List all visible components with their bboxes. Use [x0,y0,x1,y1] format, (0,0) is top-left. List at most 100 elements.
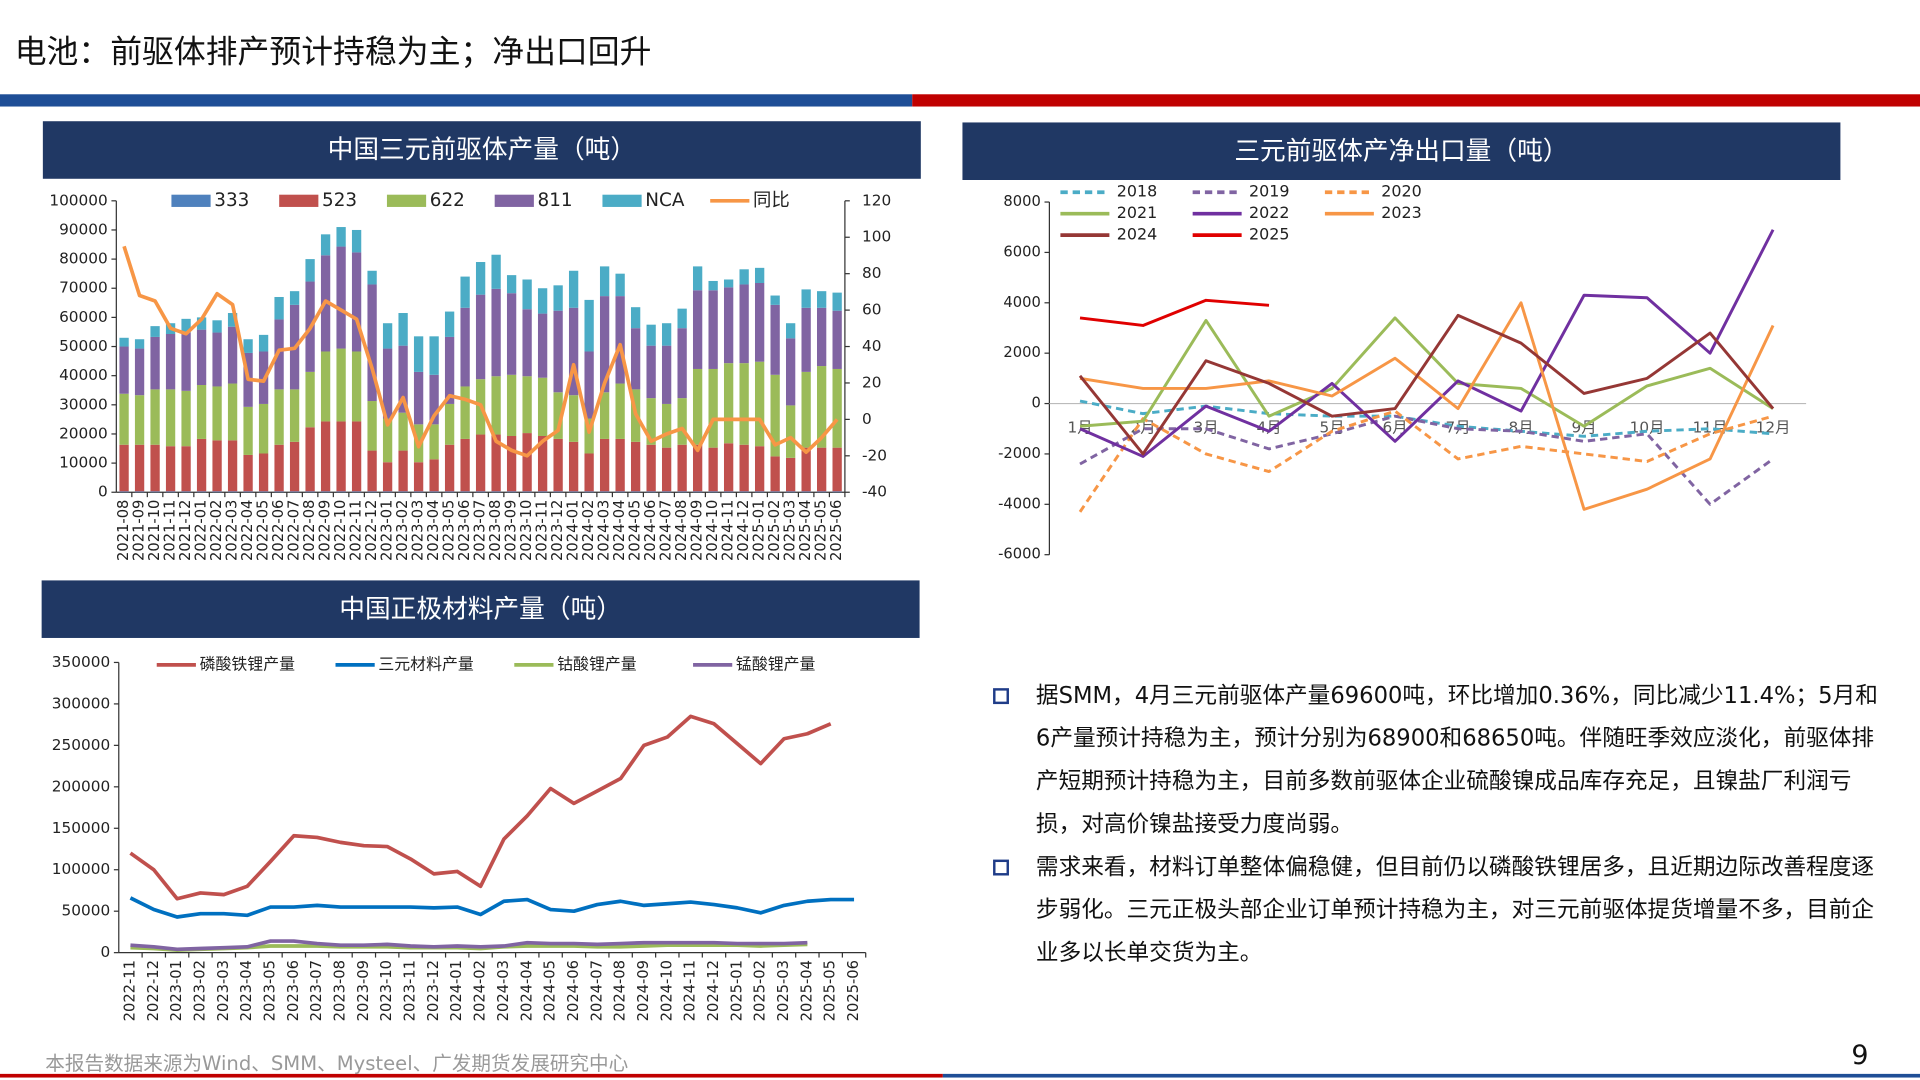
x-tick-label: 2022-10 [332,500,349,561]
x-tick-label: 2024-12 [705,960,722,1021]
bar-segment [491,376,501,435]
x-tick-label: 2024-01 [565,500,582,561]
y-tick-label: 100000 [49,191,107,209]
chart-title: 三元前驱体产净出口量（吨） [1234,136,1568,166]
bar-segment [770,491,780,493]
bar-segment [336,421,346,492]
y-tick-label: 6000 [1003,243,1040,260]
x-tick-label: 2022-07 [286,500,303,561]
bar-segment [227,326,238,384]
bar-segment [677,444,687,492]
bar-segment [119,393,129,445]
x-tick-label: 2022-05 [255,500,272,561]
bar-segment [181,491,191,493]
bar-segment [723,279,734,288]
bar-segment [568,491,579,493]
bar-segment [739,269,749,285]
line-series [122,245,839,458]
bar-segment [475,294,486,380]
y-tick-label: 30000 [59,395,108,413]
bar-segment [599,296,610,393]
legend-label: 2022 [1249,203,1289,222]
chart-header [41,580,920,638]
bar-segment [537,313,548,378]
bar-segment [785,457,796,492]
bar-segment [181,390,191,447]
x-tick-label: 2025-03 [782,500,799,561]
x-tick-label: 2024-09 [635,960,652,1021]
x-tick-label: 6月 [1383,419,1408,437]
x-tick-label: 2024-05 [542,960,559,1021]
chart-header [962,122,1841,180]
line-series [130,939,808,952]
y2-tick-label: 120 [862,191,891,209]
bar-segment [475,491,486,493]
bar-segment [227,313,238,327]
bar-segment [832,491,842,493]
bar-segment [491,434,501,492]
bar-segment [553,438,563,492]
y-tick-label: 2000 [1003,344,1040,361]
x-tick-label: 2023-07 [308,960,325,1021]
y2-tick-label: -20 [862,446,887,464]
bar-segment [506,435,517,492]
x-tick-label: 2023-09 [503,500,520,561]
bar-segment [661,323,672,346]
bar-segment [367,450,377,492]
bar-segment [615,438,625,492]
x-tick-label: 2022-03 [224,500,241,561]
bar-segment [274,491,284,493]
bar-segment [382,348,393,419]
chart-title: 中国三元前驱体产量（吨） [328,135,636,165]
x-tick-label: 2023-04 [425,500,442,561]
bar-segment [506,491,517,493]
bar-segment [568,270,579,308]
bar-segment [367,401,377,451]
bar-segment [150,389,160,445]
x-tick-label: 2024-07 [588,960,605,1021]
bar-segment [119,346,129,394]
bar-segment [382,462,393,492]
bar-segment [351,491,362,493]
bar-segment [305,491,315,493]
bar-segment [708,368,718,448]
bar-segment [832,447,842,492]
bar-segment [584,491,594,493]
bar-segment [212,332,222,387]
bar-segment [227,491,238,493]
bar-segment [444,403,455,445]
line-series [1079,298,1270,327]
line-series [1079,399,1774,438]
y-tick-label: 0 [1031,395,1040,412]
bar-segment [739,444,749,492]
bar-segment [274,296,284,320]
bar-segment [832,292,842,311]
bar-segment [429,424,439,460]
bar-segment [351,252,362,352]
bar-segment [274,389,284,445]
x-tick-label: 2023-06 [285,960,302,1021]
bar-segment [754,446,765,492]
bar-segment [801,371,811,448]
bar-segment [646,491,656,493]
bar-segment [398,450,408,492]
bar-segment [553,310,563,393]
bar-segment [739,284,749,364]
x-tick-label: 2023-04 [238,960,255,1021]
bar-segment [801,289,811,308]
bottom-bar-blue [942,1073,1920,1078]
y2-tick-label: 100 [862,228,891,246]
x-tick-label: 2024-10 [658,960,675,1021]
bar-segment [801,307,811,372]
bar-segment [506,374,517,436]
line-series [129,714,832,901]
chart-title: 中国正极材料产量（吨） [339,594,622,624]
x-tick-label: 2024-09 [689,500,706,561]
bar-segment [196,329,207,385]
bar-segment [398,313,408,346]
bar-segment [553,392,563,439]
bar-segment [460,307,470,387]
bar-segment [522,433,532,492]
x-tick-label: 2024-08 [612,960,629,1021]
bar-segment [351,351,362,422]
